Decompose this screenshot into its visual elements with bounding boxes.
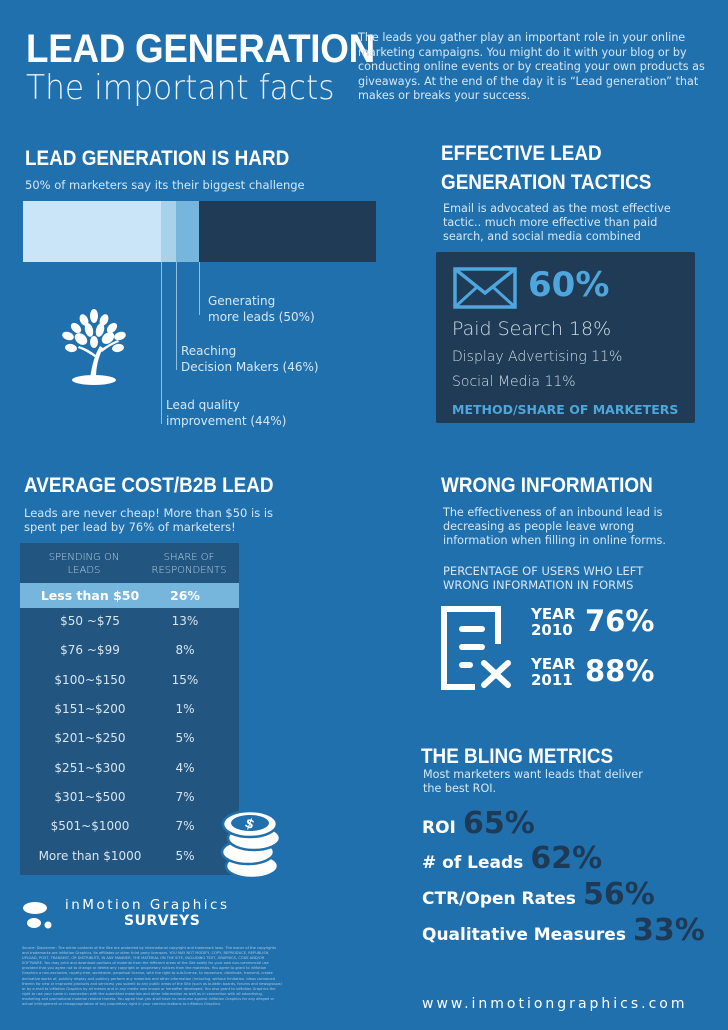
cost-table: SPENDING ON LEADS SHARE OF RESPONDENTS L… xyxy=(20,543,239,875)
table-row: More than $1000 5% xyxy=(38,849,195,863)
tactics-panel: 60% Paid Search 18% Display Advertising … xyxy=(436,252,695,423)
table-row: $301~$500 7% xyxy=(54,790,195,804)
tree-icon xyxy=(62,309,126,385)
bar-segment-lead-quality xyxy=(23,201,161,262)
tactics-footer: METHOD/SHARE OF MARKETERS xyxy=(452,402,679,417)
bar-segment-decision-makers xyxy=(161,201,176,262)
table-row: $50 ~$75 13% xyxy=(60,614,199,628)
wrong-info-caption: PERCENTAGE OF USERS WHO LEFT WRONG INFOR… xyxy=(443,564,644,592)
form-error-icon xyxy=(441,606,511,690)
connector-line xyxy=(176,262,177,370)
metric-leads: # of Leads 62% xyxy=(422,841,603,876)
lead-gen-hard-heading: LEAD GENERATION IS HARD xyxy=(25,147,290,170)
challenge-bar xyxy=(23,201,376,262)
tactics-heading-line1: EFFECTIVE LEAD xyxy=(441,142,602,165)
bar-segment-remainder xyxy=(199,201,376,262)
page-title: LEAD GENERATION xyxy=(26,27,375,71)
table-row: $251~$300 4% xyxy=(54,761,195,775)
table-row: $76 ~$99 8% xyxy=(60,643,195,657)
lead-gen-hard-subheading: 50% of marketers say its their biggest c… xyxy=(25,178,305,192)
intro-text: The leads you gather play an important r… xyxy=(358,31,705,103)
wrong-info-heading: WRONG INFORMATION xyxy=(441,474,653,497)
connector-line xyxy=(199,262,200,315)
bling-description: Most marketers want leads that deliver t… xyxy=(423,768,643,795)
table-row-highlight: Less than $50 26% xyxy=(20,583,239,608)
column-header-share: SHARE OF RESPONDENTS xyxy=(151,552,227,576)
envelope-icon xyxy=(453,267,517,309)
connector-line xyxy=(161,262,162,424)
table-row: $100~$150 15% xyxy=(54,673,199,687)
logo-bubbles-icon xyxy=(23,902,52,929)
table-row: $151~$200 1% xyxy=(54,702,195,716)
tactics-description: Email is advocated as the most effective… xyxy=(443,202,671,243)
tactic-paid-search: Paid Search 18% xyxy=(452,318,612,340)
table-row: $201~$250 5% xyxy=(54,731,195,745)
metric-ctr: CTR/Open Rates 56% xyxy=(422,877,655,912)
year-2010-percentage: 76% xyxy=(585,604,655,638)
bling-heading: THE BLING METRICS xyxy=(421,745,614,768)
page-subtitle: The important facts xyxy=(26,68,335,108)
column-header-spending: SPENDING ON LEADS xyxy=(48,552,120,576)
bar-segment-more-leads xyxy=(176,201,199,262)
cost-heading: AVERAGE COST/B2B LEAD xyxy=(24,474,274,497)
tactic-social-media: Social Media 11% xyxy=(452,374,576,390)
coins-icon: $ xyxy=(220,809,282,880)
tactic-display-advertising: Display Advertising 11% xyxy=(452,349,623,365)
wrong-info-description: The effectiveness of an inbound lead is … xyxy=(443,506,666,547)
metric-qualitative: Qualitative Measures 33% xyxy=(422,913,705,948)
disclaimer-text: Source: Disclaimer: The entire contents … xyxy=(22,946,282,1007)
year-2011-label: YEAR 2011 xyxy=(531,655,576,689)
bar-label-more-leads: Generating more leads (50%) xyxy=(208,294,315,324)
email-percentage: 60% xyxy=(528,265,610,305)
year-2010-label: YEAR 2010 xyxy=(531,605,576,639)
website-link[interactable]: www.inmotiongraphics.com xyxy=(422,996,688,1012)
metric-roi: ROI 65% xyxy=(422,806,535,841)
bar-label-decision-makers: Reaching Decision Makers (46%) xyxy=(181,344,319,374)
bar-label-lead-quality: Lead quality improvement (44%) xyxy=(166,398,287,428)
logo-text: inMotion Graphics xyxy=(65,897,230,913)
cost-description: Leads are never cheap! More than $50 is … xyxy=(24,506,274,534)
year-2011-percentage: 88% xyxy=(585,654,655,688)
logo-subtitle: SURVEYS xyxy=(124,913,201,929)
tactics-heading-line2: GENERATION TACTICS xyxy=(441,171,652,194)
table-row: $501~$1000 7% xyxy=(50,819,195,833)
